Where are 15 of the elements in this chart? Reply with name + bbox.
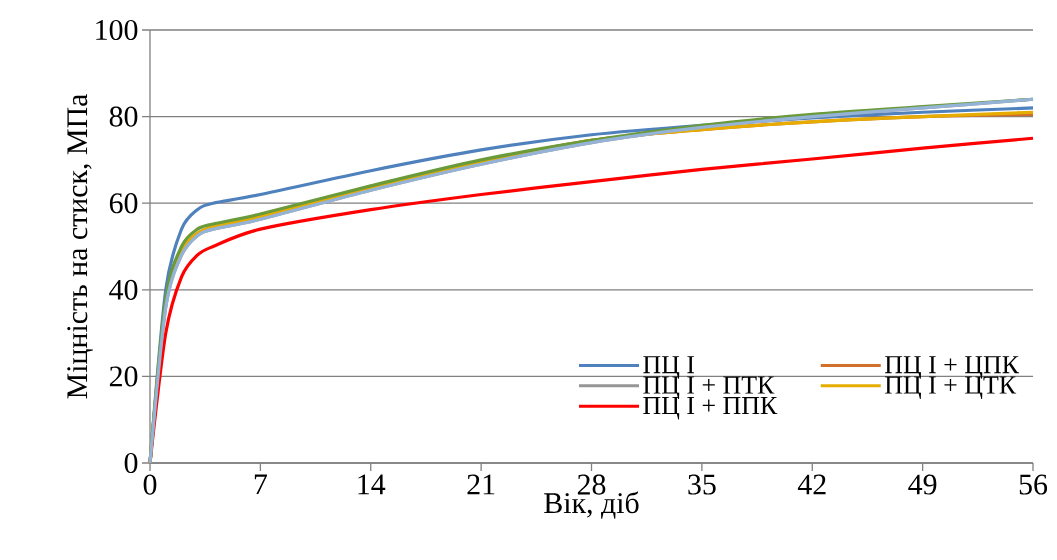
y-tick-label: 20	[109, 366, 138, 387]
y-tick-label: 0	[124, 452, 138, 474]
x-tick-label: 49	[908, 474, 937, 495]
y-tick-label: 40	[109, 279, 138, 300]
x-tick-label: 21	[467, 474, 495, 495]
y-tick-label: 60	[109, 193, 138, 214]
x-tick-label: 0	[143, 474, 157, 495]
y-tick-label: 80	[109, 106, 138, 127]
y-tick-label: 100	[96, 19, 138, 41]
x-tick-label: 35	[688, 474, 716, 495]
x-tick-label: 56	[1019, 474, 1048, 495]
x-tick-label: 7	[254, 474, 267, 495]
y-axis-title: Міцність на стиск, МПа	[67, 94, 93, 399]
x-tick-label: 14	[358, 474, 386, 495]
x-tick-label: 42	[797, 474, 826, 495]
